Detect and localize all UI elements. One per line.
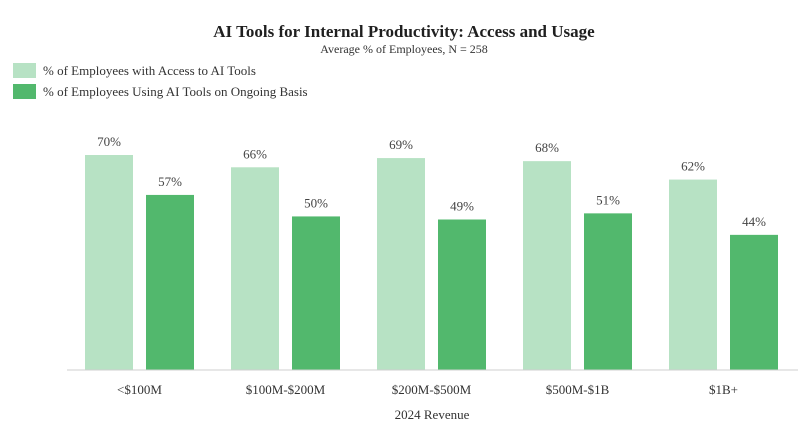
bar-access-100m-200m (231, 167, 279, 370)
bar-access-500m-1b (523, 161, 571, 370)
x-axis-title: 2024 Revenue (395, 407, 470, 422)
x-tick-label-100m: <$100M (117, 382, 162, 397)
bar-usage-100m (146, 194, 194, 370)
bar-usage-100m-200m (292, 216, 340, 370)
legend-swatch-usage (13, 84, 36, 99)
value-label-access-1b: 62% (681, 159, 705, 174)
legend-label-usage: % of Employees Using AI Tools on Ongoing… (43, 84, 308, 99)
x-tick-label-1b: $1B+ (709, 382, 738, 397)
value-label-access-100m: 70% (97, 134, 121, 149)
x-tick-labels-layer: <$100M $100M-$200M $200M-$500M $500M-$1B $1B… (117, 382, 738, 397)
value-label-usage-100m-200m: 50% (304, 195, 328, 210)
legend-swatch-access (13, 63, 36, 78)
legend: % of Employees with Access to AI Tools %… (13, 63, 308, 99)
bar-usage-500m-1b (584, 213, 632, 370)
value-label-usage-200m-500m: 49% (450, 199, 474, 214)
chart-subtitle: Average % of Employees, N = 258 (320, 42, 488, 56)
value-labels-layer: 70% 57% 66% 50% 69% 49% 68% 51% 62% 44% (97, 134, 766, 229)
value-label-usage-1b: 44% (742, 214, 766, 229)
x-tick-label-100m-200m: $100M-$200M (246, 382, 326, 397)
legend-label-access: % of Employees with Access to AI Tools (43, 63, 256, 78)
value-label-access-500m-1b: 68% (535, 140, 559, 155)
bar-access-200m-500m (377, 158, 425, 370)
bar-usage-200m-500m (438, 219, 486, 370)
x-tick-label-200m-500m: $200M-$500M (392, 382, 472, 397)
value-label-usage-500m-1b: 51% (596, 192, 620, 207)
value-label-usage-100m: 57% (158, 174, 182, 189)
chart-title: AI Tools for Internal Productivity: Acce… (213, 22, 595, 41)
value-label-access-100m-200m: 66% (243, 146, 267, 161)
value-label-access-200m-500m: 69% (389, 137, 413, 152)
bar-access-100m (85, 155, 133, 370)
bars-layer (85, 155, 778, 370)
x-tick-label-500m-1b: $500M-$1B (546, 382, 610, 397)
bar-usage-1b (730, 234, 778, 370)
bar-access-1b (669, 179, 717, 370)
